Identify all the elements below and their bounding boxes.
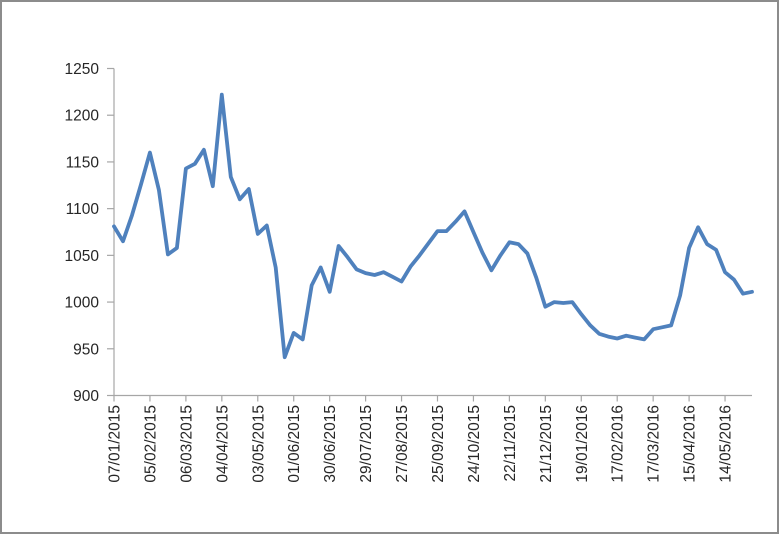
x-axis-label: 17/02/2016 [610,405,627,483]
x-axis-label: 05/02/2015 [142,405,159,483]
x-axis-label: 15/04/2016 [682,405,699,483]
x-axis-label: 14/05/2016 [718,405,735,483]
x-axis-label: 29/07/2015 [358,405,375,483]
y-axis-label: 1150 [66,154,100,171]
x-axis-label: 24/10/2015 [466,405,483,483]
x-axis-label: 01/06/2015 [286,405,303,483]
x-axis-label: 17/03/2016 [646,405,663,483]
y-axis-label: 1000 [65,295,100,312]
x-axis-label: 19/01/2016 [574,405,591,483]
x-axis-label: 25/09/2015 [430,405,447,483]
x-axis-label: 04/04/2015 [214,405,231,483]
x-axis-label: 06/03/2015 [178,405,195,483]
y-axis-label: 1100 [66,201,100,218]
x-axis-label: 27/08/2015 [394,405,411,483]
y-axis-label: 1250 [65,61,100,78]
x-axis-label: 03/05/2015 [250,405,267,483]
series-line [112,92,754,360]
y-axis-label: 900 [73,388,99,405]
x-axis-label: 21/12/2015 [538,405,555,483]
x-axis-label: 22/11/2015 [502,405,519,481]
y-axis-label: 1050 [65,248,100,265]
y-axis-label: 950 [73,341,99,358]
y-axis-label: 1200 [65,108,100,125]
x-axis-label: 30/06/2015 [322,405,339,483]
x-axis-label: 07/01/2015 [107,405,124,483]
